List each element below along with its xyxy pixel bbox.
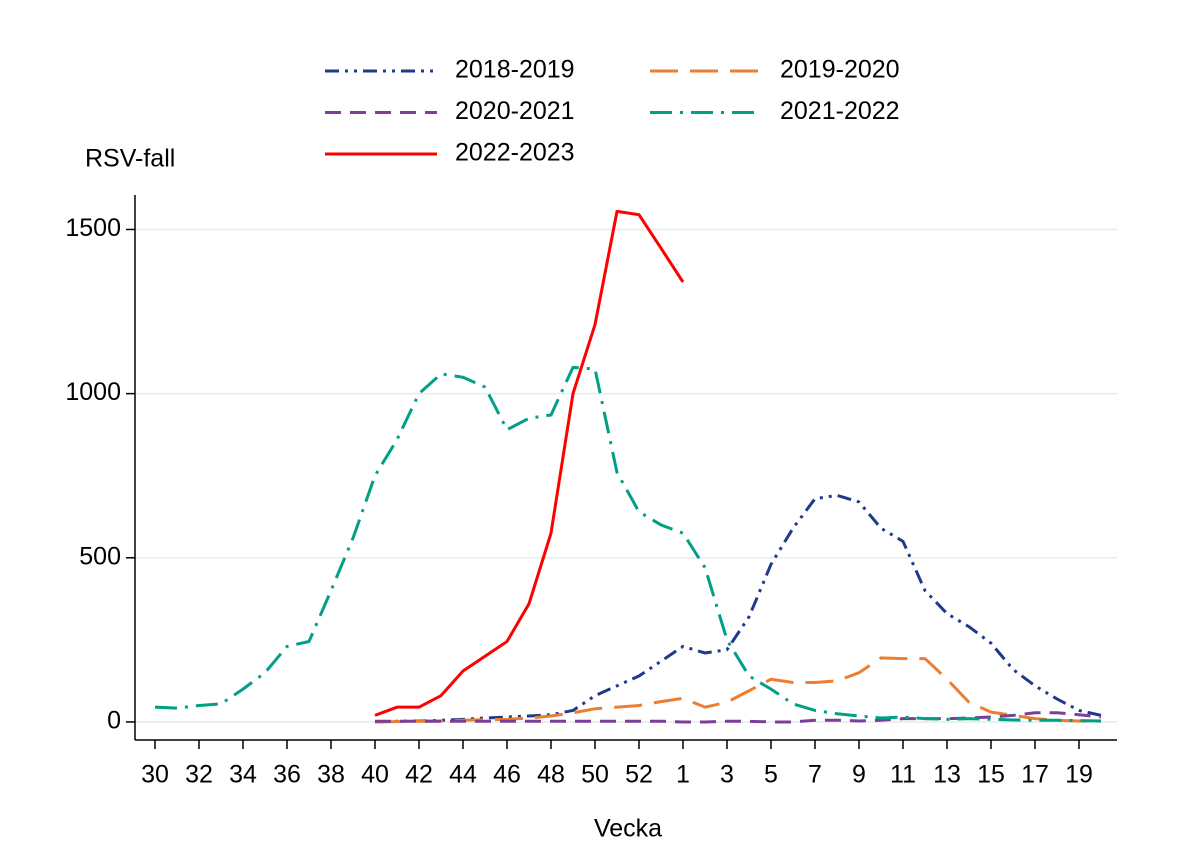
y-tick-label: 500 [79,542,121,570]
legend-label: 2018-2019 [455,56,575,84]
x-tick-label: 40 [361,761,389,789]
x-tick-label: 36 [273,761,301,789]
series-line [375,711,1102,724]
x-tick-label: 1 [676,761,690,789]
series-line [374,493,1102,724]
x-tick-label: 19 [1065,761,1093,789]
y-axis-label: RSV-fall [85,145,175,173]
x-tick-label: 50 [581,761,609,789]
x-tick-label: 44 [449,761,477,789]
x-tick-label: 48 [537,761,565,789]
series-line [374,209,685,717]
legend-label: 2019-2020 [780,56,900,84]
x-tick-label: 5 [764,761,778,789]
x-tick-label: 30 [141,761,169,789]
x-tick-label: 17 [1021,761,1049,789]
series-line [374,656,1102,724]
x-axis-label: Vecka [594,815,662,843]
y-tick-label: 0 [107,707,121,735]
x-tick-label: 34 [229,761,257,789]
x-tick-label: 3 [720,761,734,789]
y-tick-label: 1500 [65,214,121,242]
x-tick-label: 52 [625,761,653,789]
x-tick-label: 46 [493,761,521,789]
x-tick-label: 13 [933,761,961,789]
x-tick-label: 42 [405,761,433,789]
legend-label: 2021-2022 [780,97,900,125]
x-tick-label: 11 [890,761,916,789]
x-tick-label: 32 [185,761,213,789]
x-tick-label: 9 [852,761,866,789]
x-tick-label: 38 [317,761,345,789]
y-tick-label: 1000 [65,378,121,406]
legend-label: 2022-2023 [455,139,575,167]
series-line [154,365,1102,723]
x-tick-label: 15 [977,761,1005,789]
x-tick-label: 7 [808,761,822,789]
legend-label: 2020-2021 [455,97,575,125]
